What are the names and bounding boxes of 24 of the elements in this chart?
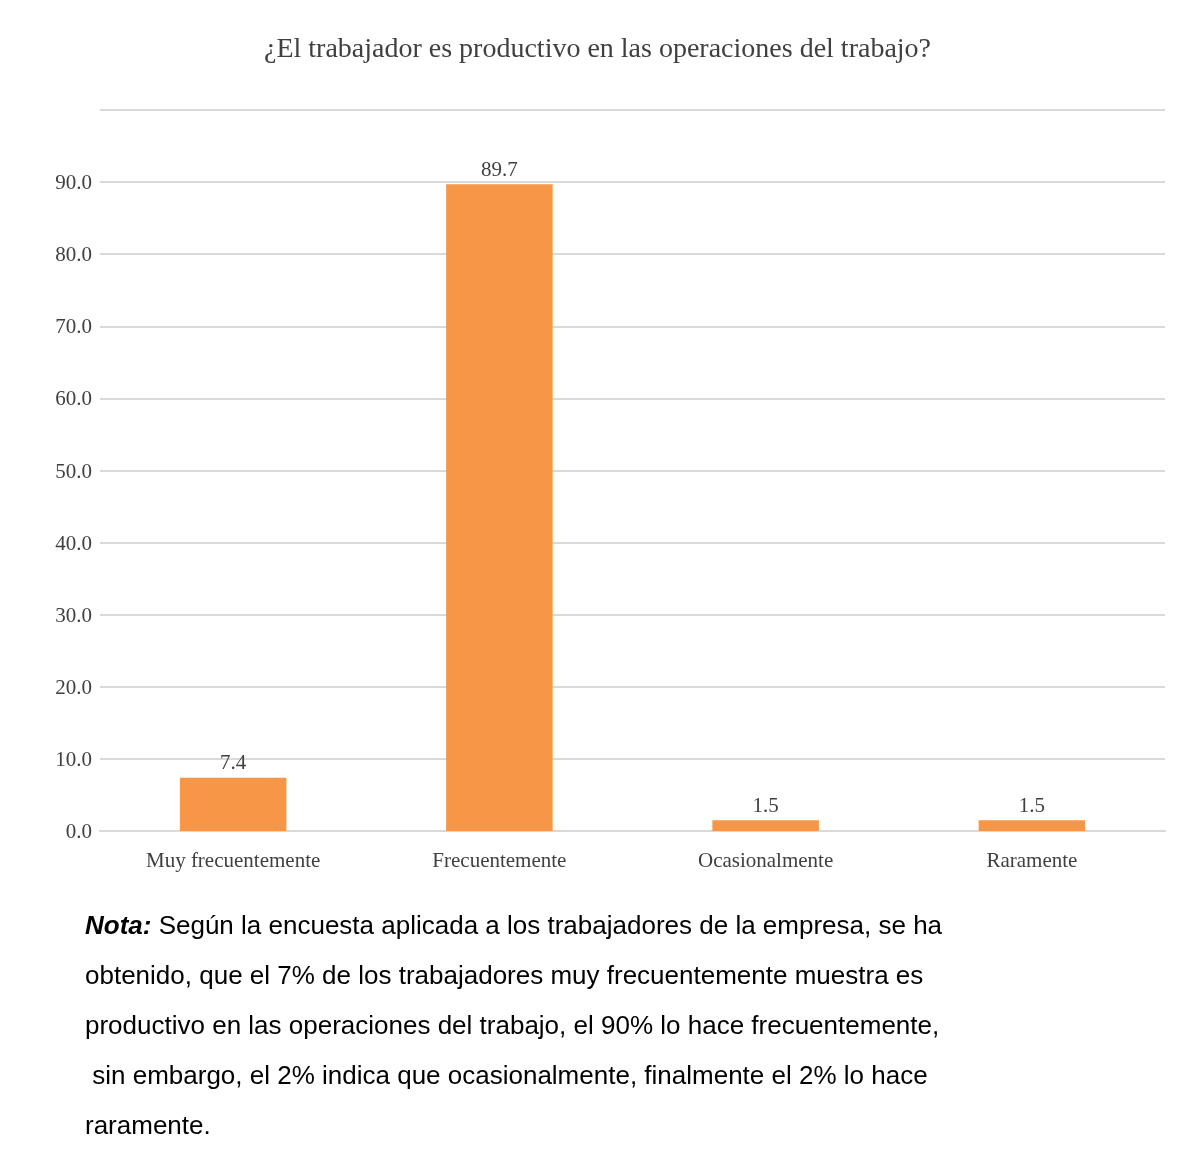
data-label: 1.5 (1018, 792, 1045, 817)
y-tick-label: 70.0 (55, 314, 92, 339)
x-tick-label: Ocasionalmente (697, 847, 834, 872)
y-tick-label: 50.0 (55, 458, 92, 483)
data-label: 7.4 (220, 750, 247, 775)
data-label: 89.7 (481, 156, 518, 181)
y-tick-label: 20.0 (55, 674, 92, 699)
data-label: 1.5 (752, 792, 779, 817)
bar (179, 777, 287, 831)
bar (712, 820, 819, 831)
x-tick-label: Frecuentemente (432, 847, 567, 872)
y-tick-label: 30.0 (55, 602, 92, 627)
bar (446, 184, 553, 831)
y-tick-label: 60.0 (55, 386, 92, 411)
chart-title: ¿El trabajador es productivo en las operaciones del trabajo? (263, 31, 932, 63)
x-tick-label: Raramente (986, 847, 1078, 872)
text: Nota: Según la encuesta aplicada a los trabajadores de la empresa, se ha obtenido, que el 7% de los trabajadores muy frecuentemente muestra es productivo en las operaciones del trabajo, el 90% lo hace frecuentemente, sin embargo, el 2% indica que ocasionalmente, finalmente el 2% lo hace raramente. (85, 910, 950, 1140)
y-tick-label: 0.0 (65, 819, 92, 843)
bar (978, 820, 1086, 831)
x-tick-label: Muy frecuentemente (145, 847, 321, 872)
y-tick-label: 10.0 (55, 746, 92, 771)
y-tick-label: 40.0 (55, 530, 92, 555)
y-tick-label: 80.0 (55, 242, 92, 267)
y-tick-label: 90.0 (55, 170, 92, 195)
